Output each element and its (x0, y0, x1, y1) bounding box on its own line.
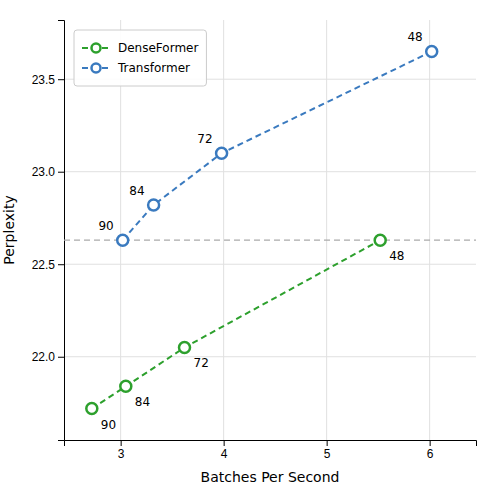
point (86, 403, 97, 414)
point-label: 48 (389, 249, 404, 263)
x-tick-mark (224, 440, 225, 446)
x-axis-line (65, 441, 477, 447)
x-tick-mark (327, 440, 328, 446)
point (148, 200, 159, 211)
point-label: 48 (407, 30, 422, 44)
point (120, 381, 131, 392)
point (117, 235, 128, 246)
point-label: 72 (197, 132, 212, 146)
y-tick-mark (58, 172, 64, 173)
grid-line-x (326, 20, 327, 440)
x-tick: 4 (221, 440, 228, 461)
legend-swatch-marker (92, 64, 101, 73)
point-label: 72 (194, 356, 209, 370)
y-tick: 23.0 (32, 165, 64, 179)
y-tick: 22.0 (32, 350, 64, 364)
series-line (92, 240, 380, 408)
y-axis-line (58, 21, 65, 441)
y-tick-mark (58, 264, 64, 265)
legend-box (74, 30, 206, 86)
x-tick: 3 (118, 440, 125, 461)
point-label: 90 (98, 219, 113, 233)
y-tick-mark (58, 79, 64, 80)
x-tick-mark (121, 440, 122, 446)
x-tick-mark (430, 440, 431, 446)
x-tick-label: 3 (118, 447, 125, 461)
legend-label: Transformer (117, 61, 190, 75)
grid-line-x (429, 20, 430, 440)
y-axis: 22.0 22.5 23.0 23.5 (32, 21, 65, 441)
grid-line-y (64, 264, 476, 265)
x-axis-title: Batches Per Second (201, 469, 340, 485)
y-tick-label: 23.0 (32, 165, 56, 179)
point-label: 84 (135, 395, 150, 409)
x-tick: 5 (324, 440, 331, 461)
legend: DenseFormer Transformer (74, 30, 206, 86)
grid-line-y (64, 356, 476, 357)
chart: 3 4 5 6 22.0 22.5 23.0 23.5 Batches Per Second Pe… (0, 0, 496, 492)
point-label: 90 (101, 418, 116, 432)
plot-area (64, 46, 476, 414)
x-tick-label: 4 (221, 447, 228, 461)
x-tick: 6 (427, 440, 434, 461)
point-label: 84 (129, 184, 144, 198)
legend-label: DenseFormer (118, 41, 198, 55)
y-tick-label: 22.0 (32, 350, 56, 364)
y-tick: 22.5 (32, 258, 64, 272)
legend-swatch-marker (92, 44, 101, 53)
point (426, 46, 437, 57)
y-tick: 23.5 (32, 73, 64, 87)
x-axis: 3 4 5 6 (65, 440, 477, 461)
x-tick-label: 6 (427, 447, 434, 461)
y-tick-label: 23.5 (32, 73, 56, 87)
x-tick-label: 5 (324, 447, 331, 461)
grid-line-x (223, 20, 224, 440)
y-tick-label: 22.5 (32, 258, 56, 272)
grid-line-y (64, 171, 476, 172)
point (216, 148, 227, 159)
y-tick-mark (58, 357, 64, 358)
point (179, 342, 190, 353)
point (375, 235, 386, 246)
grid (64, 20, 476, 440)
point-labels: 90 84 72 48 90 84 72 48 (98, 30, 422, 431)
y-axis-title: Perplexity (1, 195, 17, 264)
